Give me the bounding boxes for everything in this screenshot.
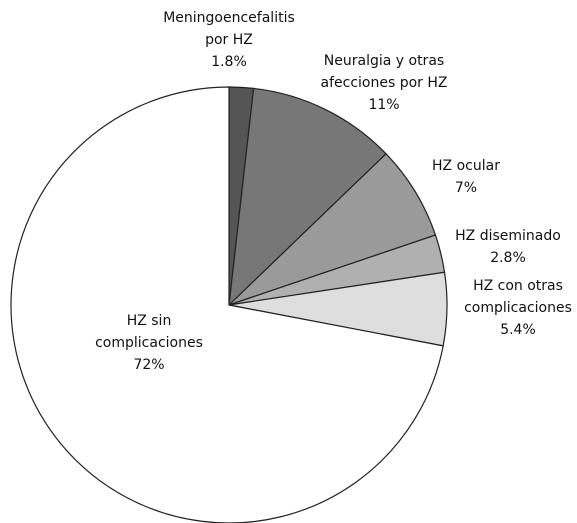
value-label: 1.8% (211, 54, 247, 70)
label-line: complicaciones (95, 335, 203, 351)
label-line: HZ ocular (432, 158, 500, 174)
label-line: complicaciones (464, 300, 572, 316)
slice-label: HZ sin complicaciones (95, 313, 203, 351)
label-line: por HZ (205, 32, 253, 48)
slice-label: Meningoencefalitis por HZ (163, 10, 295, 48)
value-label: 7% (455, 180, 477, 196)
slice-label: HZ con otras complicaciones (464, 278, 572, 316)
value-label: 2.8% (490, 250, 526, 266)
pie-slice (10, 86, 444, 523)
label-line: Meningoencefalitis (163, 10, 295, 26)
pie-slice (228, 87, 387, 307)
label-line: Neuralgia y otras (324, 53, 444, 69)
value-label: 11% (368, 97, 399, 113)
label-line: HZ diseminado (455, 228, 561, 244)
label-line: afecciones por HZ (321, 75, 448, 91)
slice-label: Neuralgia y otras afecciones por HZ (321, 53, 448, 91)
label-line: HZ con otras (473, 278, 563, 294)
label-line: HZ sin (127, 313, 172, 329)
slice-label: HZ ocular (432, 158, 500, 174)
value-label: 5.4% (500, 322, 536, 338)
slice-label: HZ diseminado (455, 228, 561, 244)
value-label: 72% (133, 357, 164, 373)
